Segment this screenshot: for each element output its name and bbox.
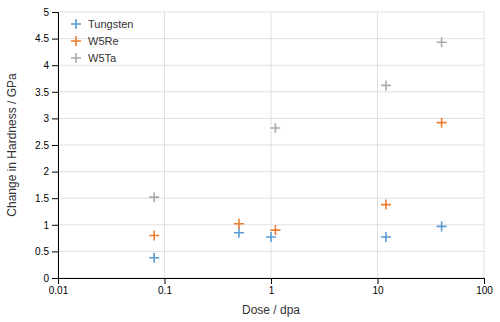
x-tick: 0.1 — [158, 278, 172, 296]
grid-line-y — [58, 198, 484, 199]
y-tick-mark — [52, 145, 58, 146]
grid-line-y — [58, 171, 484, 172]
chart-container: 0.01 0.1 1 10 100 0 0.5 1 1.5 2 2.5 3 3.5 4 4.5 5 Tungst… — [0, 0, 500, 322]
point — [437, 118, 447, 128]
point — [234, 228, 244, 238]
y-tick: 2.5 — [35, 140, 58, 151]
y-tick-mark — [52, 225, 58, 226]
y-tick: 3 — [43, 113, 58, 124]
y-tick-label: 3.5 — [35, 87, 49, 98]
x-tick: 100 — [476, 278, 493, 296]
grid-line-y — [58, 118, 484, 119]
legend-label: W5Ta — [88, 52, 117, 64]
x-tick: 1 — [269, 278, 275, 296]
y-tick-mark — [52, 39, 58, 40]
y-tick-label: 1 — [43, 220, 49, 231]
series — [149, 37, 446, 202]
x-tick: 0.01 — [49, 278, 69, 296]
point — [266, 232, 276, 242]
y-tick-label: 4 — [43, 60, 49, 71]
x-tick-label: 100 — [476, 285, 493, 296]
grid-line-y — [58, 38, 484, 39]
grid — [58, 12, 484, 278]
y-tick: 1 — [43, 220, 58, 231]
x-tick-mark — [378, 278, 379, 284]
x-tick-mark — [484, 278, 485, 284]
chart-svg: 0.01 0.1 1 10 100 0 0.5 1 1.5 2 2.5 3 3.5 4 4.5 5 Tungst… — [0, 0, 500, 322]
grid-line-y — [58, 65, 484, 66]
y-tick: 2 — [43, 166, 58, 177]
grid-line-y — [58, 145, 484, 146]
y-tick: 0.5 — [35, 246, 58, 257]
grid-line-y — [58, 91, 484, 92]
y-tick-mark — [52, 118, 58, 119]
y-tick-label: 3 — [43, 113, 49, 124]
x-tick-label: 0.01 — [49, 285, 69, 296]
grid-line-y — [58, 12, 484, 13]
y-tick-label: 5 — [43, 7, 49, 18]
x-tick-mark — [271, 278, 272, 284]
point — [437, 221, 447, 231]
x-axis-line — [59, 279, 485, 285]
point — [437, 37, 447, 47]
y-axis-title: Change in Hardness / GPa — [5, 73, 19, 217]
legend: Tungsten W5Re W5Ta — [71, 18, 133, 64]
y-tick-mark — [52, 92, 58, 93]
y-tick-mark — [52, 172, 58, 173]
y-tick-mark — [52, 65, 58, 66]
point — [381, 200, 391, 210]
x-axis-title: Dose / dpa — [242, 303, 300, 317]
y-tick-mark — [52, 278, 58, 279]
plot-area: 0.01 0.1 1 10 100 0 0.5 1 1.5 2 2.5 3 3.5 4 4.5 5 Tungst… — [35, 7, 493, 296]
y-tick: 1.5 — [35, 193, 58, 204]
x-tick-label: 0.1 — [158, 285, 172, 296]
y-tick-label: 2 — [43, 166, 49, 177]
grid-line-y — [58, 224, 484, 225]
y-tick-mark — [52, 12, 58, 13]
y-tick: 4.5 — [35, 33, 58, 44]
legend-item: W5Ta — [71, 52, 117, 64]
y-tick-label: 2.5 — [35, 140, 49, 151]
legend-marker — [71, 19, 81, 29]
grid-line-y — [58, 251, 484, 252]
y-tick-label: 1.5 — [35, 193, 49, 204]
y-tick-mark — [52, 198, 58, 199]
series — [149, 221, 446, 262]
legend-label: W5Re — [88, 35, 119, 47]
y-tick-label: 0 — [43, 273, 49, 284]
point — [234, 219, 244, 229]
x-axis: 0.01 0.1 1 10 100 — [49, 278, 494, 296]
point — [270, 123, 280, 133]
y-tick: 3.5 — [35, 87, 58, 98]
legend-label: Tungsten — [88, 18, 133, 30]
y-tick: 5 — [43, 7, 58, 18]
point — [149, 230, 159, 240]
point — [270, 225, 280, 235]
x-tick: 10 — [372, 278, 384, 296]
point — [149, 192, 159, 202]
x-tick-label: 10 — [372, 285, 384, 296]
y-axis: 0 0.5 1 1.5 2 2.5 3 3.5 4 4.5 5 — [35, 7, 58, 284]
y-axis-line — [52, 13, 59, 279]
point — [381, 232, 391, 242]
point — [381, 80, 391, 90]
y-tick-label: 0.5 — [35, 246, 49, 257]
y-tick-label: 4.5 — [35, 33, 49, 44]
x-tick-mark — [165, 278, 166, 284]
legend-item: Tungsten — [71, 18, 133, 30]
series — [149, 118, 446, 241]
legend-marker — [71, 36, 81, 46]
legend-marker — [71, 53, 81, 63]
points — [149, 37, 446, 262]
x-tick-label: 1 — [269, 285, 275, 296]
y-tick-mark — [52, 251, 58, 252]
point — [149, 253, 159, 263]
y-tick: 4 — [43, 60, 58, 71]
legend-item: W5Re — [71, 35, 119, 47]
y-tick: 0 — [43, 273, 58, 284]
